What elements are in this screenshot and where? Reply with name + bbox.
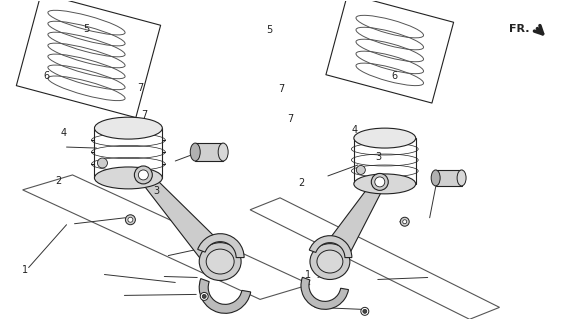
Ellipse shape <box>134 166 152 184</box>
Text: 4: 4 <box>61 128 66 138</box>
Wedge shape <box>199 279 251 313</box>
Text: 7: 7 <box>278 84 284 94</box>
Ellipse shape <box>354 128 416 148</box>
Ellipse shape <box>190 143 200 161</box>
Ellipse shape <box>94 117 162 139</box>
Polygon shape <box>436 170 462 186</box>
Text: 3: 3 <box>153 186 159 196</box>
Ellipse shape <box>202 294 206 298</box>
Text: 4: 4 <box>352 125 358 135</box>
Ellipse shape <box>317 250 343 273</box>
Polygon shape <box>23 175 310 300</box>
Wedge shape <box>198 234 244 258</box>
Ellipse shape <box>128 217 133 222</box>
Ellipse shape <box>199 243 241 280</box>
Text: 5: 5 <box>83 24 90 34</box>
Polygon shape <box>195 143 223 161</box>
Ellipse shape <box>375 177 385 187</box>
Text: 2: 2 <box>56 176 62 186</box>
Wedge shape <box>309 236 352 258</box>
Ellipse shape <box>403 220 407 224</box>
Ellipse shape <box>218 143 228 161</box>
Text: 3: 3 <box>375 152 381 162</box>
Text: 7: 7 <box>287 114 293 124</box>
Ellipse shape <box>361 307 369 315</box>
Text: 7: 7 <box>137 83 143 93</box>
Polygon shape <box>250 198 499 319</box>
Ellipse shape <box>371 173 388 190</box>
Ellipse shape <box>363 309 367 313</box>
Ellipse shape <box>400 217 409 226</box>
Text: 1: 1 <box>306 270 311 280</box>
Text: 2: 2 <box>299 178 304 188</box>
Ellipse shape <box>354 174 416 194</box>
Ellipse shape <box>206 249 234 274</box>
Ellipse shape <box>200 292 208 300</box>
Ellipse shape <box>94 167 162 189</box>
Ellipse shape <box>139 170 148 180</box>
Text: 5: 5 <box>266 25 272 35</box>
Ellipse shape <box>97 158 108 168</box>
Polygon shape <box>318 179 385 269</box>
Text: 6: 6 <box>43 71 49 81</box>
Text: FR.: FR. <box>509 24 530 34</box>
Polygon shape <box>139 171 230 271</box>
Text: 6: 6 <box>391 71 398 81</box>
Text: 1: 1 <box>22 265 28 275</box>
Wedge shape <box>301 277 349 309</box>
Ellipse shape <box>356 165 365 174</box>
Text: 7: 7 <box>141 110 148 120</box>
Ellipse shape <box>125 215 136 225</box>
Ellipse shape <box>457 170 466 186</box>
Ellipse shape <box>310 244 350 279</box>
Ellipse shape <box>431 170 440 186</box>
